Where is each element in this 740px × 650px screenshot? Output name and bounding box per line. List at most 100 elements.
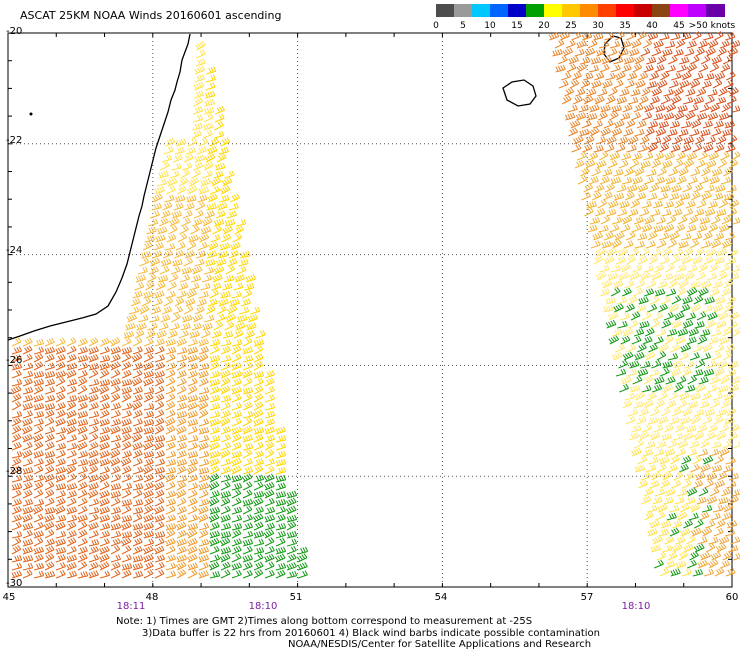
- wind-barb: [242, 387, 253, 394]
- wind-barb: [231, 451, 242, 458]
- wind-barb: [131, 410, 142, 418]
- wind-barb: [615, 369, 626, 376]
- wind-barb: [165, 451, 176, 458]
- wind-barb: [153, 417, 164, 426]
- wind-barb: [670, 72, 681, 80]
- wind-barb: [650, 137, 661, 144]
- wind-barb: [613, 120, 624, 128]
- wind-barb: [98, 481, 109, 490]
- wind-barb: [630, 39, 641, 48]
- wind-barb: [575, 112, 586, 120]
- wind-barb: [208, 386, 219, 394]
- wind-barb: [661, 433, 672, 440]
- wind-barb: [191, 266, 202, 274]
- wind-barb: [692, 295, 703, 304]
- wind-barb: [670, 185, 681, 192]
- wind-barb: [274, 506, 285, 514]
- wind-barb: [241, 426, 252, 434]
- wind-barb: [33, 394, 44, 402]
- wind-barb: [143, 419, 154, 426]
- wind-barb: [655, 167, 666, 176]
- wind-barb: [87, 337, 98, 346]
- wind-barb: [705, 473, 716, 480]
- wind-barb: [219, 426, 230, 434]
- wind-barb: [661, 49, 672, 56]
- wind-barb: [183, 202, 194, 210]
- wind-barb: [674, 448, 685, 456]
- wind-barb: [726, 208, 737, 216]
- wind-barb: [613, 31, 624, 40]
- wind-barb: [132, 475, 143, 482]
- wind-barb: [677, 241, 688, 248]
- wind-barb: [99, 355, 110, 362]
- wind-barb: [186, 378, 197, 386]
- wind-barb: [132, 523, 143, 530]
- wind-barb: [697, 487, 708, 496]
- wind-barb: [165, 281, 176, 290]
- wind-barb: [673, 311, 684, 320]
- wind-barb: [209, 234, 220, 242]
- wind-barb: [242, 355, 253, 362]
- wind-barb: [209, 355, 220, 362]
- wind-barb: [142, 338, 153, 346]
- wind-barb: [21, 514, 32, 522]
- wind-barb: [143, 403, 154, 410]
- wind-barb: [166, 225, 177, 234]
- wind-barb: [209, 371, 220, 378]
- wind-barb: [710, 352, 721, 360]
- wind-barb: [641, 112, 652, 120]
- wind-barb: [687, 551, 698, 560]
- wind-barb: [586, 225, 597, 232]
- wind-barb: [664, 376, 675, 384]
- lon-label: 48: [146, 592, 159, 603]
- lat-label: -22: [6, 135, 22, 146]
- wind-barb: [165, 562, 176, 570]
- wind-barb: [589, 240, 600, 248]
- wind-barb: [715, 543, 726, 552]
- wind-barb: [611, 128, 622, 136]
- wind-barb: [165, 467, 176, 474]
- wind-barb: [110, 346, 121, 354]
- wind-barb: [616, 321, 627, 328]
- wind-barb: [204, 259, 215, 266]
- wind-barb: [579, 57, 590, 64]
- wind-barb: [609, 41, 620, 48]
- wind-barb: [110, 435, 121, 442]
- wind-barb: [263, 546, 274, 554]
- wind-barb: [10, 457, 21, 466]
- wind-barb: [651, 496, 662, 504]
- wind-barb: [186, 370, 197, 378]
- wind-barb: [263, 377, 274, 386]
- wind-barb: [87, 482, 98, 490]
- wind-barb: [182, 154, 193, 162]
- wind-barb: [692, 480, 703, 488]
- wind-barb: [601, 80, 612, 88]
- wind-barb: [66, 515, 77, 522]
- wind-barb: [275, 482, 286, 490]
- wind-barb: [680, 568, 691, 576]
- wind-barb: [683, 136, 694, 144]
- wind-barb: [120, 489, 131, 498]
- wind-barb: [689, 392, 700, 400]
- wind-barb: [187, 435, 198, 442]
- wind-barb: [66, 395, 77, 402]
- wind-barb: [681, 519, 692, 528]
- wind-barb: [109, 497, 120, 506]
- wind-barb: [220, 233, 231, 242]
- wind-barb: [88, 363, 99, 370]
- wind-barb: [275, 523, 286, 530]
- wind-barb: [120, 393, 131, 402]
- wind-barb: [645, 279, 656, 288]
- wind-barb: [175, 385, 186, 394]
- wind-barb: [76, 561, 87, 570]
- lat-label: -24: [6, 245, 22, 256]
- wind-barb: [206, 203, 217, 210]
- wind-barb: [581, 144, 592, 152]
- wind-barb: [696, 424, 707, 432]
- wind-barb: [712, 528, 723, 536]
- wind-barb: [184, 298, 195, 306]
- wind-barb: [677, 352, 688, 360]
- wind-barb: [32, 450, 43, 458]
- wind-barb: [603, 255, 614, 264]
- wind-barb: [654, 104, 665, 112]
